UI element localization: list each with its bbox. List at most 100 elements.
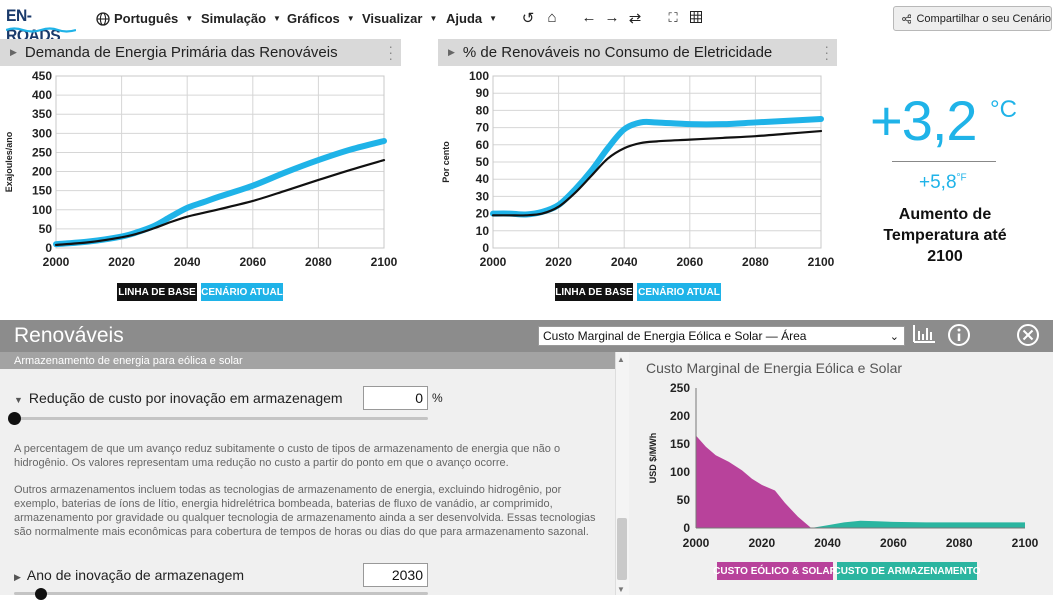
legend-storage-label: CUSTO DE ARMAZENAMENTO	[833, 565, 981, 577]
temperature-divider	[892, 161, 996, 162]
graph2-chart: 0 10 20 30 40 50 60 70 80 90 100 2000 2020 2040 2060 20…	[441, 69, 835, 269]
en-roads-logo[interactable]: EN-ROADS	[6, 6, 76, 45]
temperature-unit: °C	[990, 96, 1017, 123]
close-icon[interactable]	[1016, 323, 1040, 352]
y-tick-label: 350	[32, 107, 52, 121]
expand-triangle-icon[interactable]: ▶	[448, 47, 455, 57]
slider1-description: A percentagem de que um avanço reduz sub…	[14, 443, 561, 469]
menu-graphs[interactable]: Gráficos ▼	[287, 11, 355, 26]
x-tick-label: 2060	[676, 255, 703, 269]
scroll-up-icon[interactable]: ▲	[617, 355, 625, 364]
mini-chart: 0 50 100 150 200 250 2000 2020 2040 2060 2080 2100 U…	[648, 381, 1039, 550]
graph2-header[interactable]: ▶ % de Renováveis no Consumo de Eletrici…	[438, 39, 837, 66]
y-tick-label: 200	[32, 165, 52, 179]
slider2-value-input[interactable]: 2030	[363, 563, 428, 587]
y-tick-label: 70	[476, 121, 490, 135]
plot-frame	[55, 75, 385, 249]
legend-wind-solar-cost: CUSTO EÓLICO & SOLAR	[713, 562, 837, 580]
top-bar: EN-ROADS Português ▼ Simulação ▼ Gráficos ▼…	[0, 0, 1056, 45]
share-button-label: Compartilhar o seu Cenário	[916, 12, 1051, 25]
menu-help-label: Ajuda	[446, 11, 483, 26]
y-tick-label: 50	[39, 222, 53, 236]
slider2-label[interactable]: ▶ Ano de inovação de armazenagem	[14, 567, 244, 583]
menu-view-label: Visualizar	[362, 11, 423, 26]
slider1-label[interactable]: ▼ Redução de custo por inovação em armaze…	[14, 390, 343, 406]
slider2-thumb[interactable]	[35, 588, 47, 600]
y-tick-label: 200	[670, 409, 690, 423]
y-tick-label: 0	[45, 241, 52, 255]
legend-current-label: CENÁRIO ATUAL	[638, 286, 720, 298]
mini-chart-title: Custo Marginal de Energia Eólica e Solar	[646, 360, 903, 376]
x-tick-label: 2000	[683, 536, 710, 550]
x-tick-label: 2060	[239, 255, 266, 269]
forward-arrow-icon[interactable]: →	[604, 9, 620, 26]
chevron-down-icon: ⌄	[889, 331, 899, 343]
x-tick-label: 2040	[174, 255, 201, 269]
x-tick-label: 2080	[946, 536, 973, 550]
globe-icon	[96, 11, 110, 26]
y-tick-label: 150	[32, 184, 52, 198]
legend-baseline-label: LINHA DE BASE	[555, 286, 633, 298]
series-current-line	[490, 116, 824, 218]
slider2-label-text: Ano de inovação de armazenagem	[26, 567, 245, 583]
y-tick-label: 90	[476, 86, 490, 100]
graph1-header[interactable]: ▶ Demanda de Energia Primária das Renová…	[0, 39, 401, 66]
plot-frame	[492, 75, 822, 249]
panel-scroll-thumb[interactable]	[617, 518, 627, 580]
back-arrow-icon[interactable]: ←	[581, 9, 597, 26]
slider1-label-text: Redução de custo por inovação em armazen…	[28, 390, 343, 406]
refresh-icon[interactable]: ⇄	[628, 10, 642, 27]
menu-language-label: Português	[114, 11, 179, 26]
menu-language[interactable]: Português ▼	[96, 11, 193, 26]
x-tick-label: 2080	[742, 255, 769, 269]
home-icon[interactable]: ⌂	[547, 9, 557, 26]
graph-select-dropdown[interactable]: Custo Marginal de Energia Eólica e Solar…	[538, 326, 905, 346]
y-tick-label: 100	[670, 465, 690, 479]
info-icon[interactable]	[947, 323, 971, 352]
expand-triangle-icon[interactable]: ▶	[10, 47, 17, 57]
expand-triangle-icon[interactable]: ▶	[14, 572, 21, 582]
legend-baseline-label: LINHA DE BASE	[118, 286, 196, 298]
x-tick-label: 2040	[814, 536, 841, 550]
share-scenario-button[interactable]: Compartilhar o seu Cenário	[893, 6, 1052, 31]
kebab-menu-icon[interactable]: · · ·	[824, 38, 829, 66]
y-tick-label: 100	[469, 69, 489, 83]
kebab-menu-icon[interactable]: · · ·	[388, 38, 393, 66]
y-axis-label: Exajoules/ano	[4, 131, 14, 192]
share-icon	[902, 13, 912, 24]
menu-simulation[interactable]: Simulação ▼	[201, 11, 281, 26]
legend-wind-solar-label: CUSTO EÓLICO & SOLAR	[713, 565, 837, 577]
menu-help[interactable]: Ajuda ▼	[446, 11, 497, 26]
chevron-down-icon: ▼	[185, 14, 194, 23]
collapse-triangle-icon[interactable]: ▼	[14, 395, 23, 405]
y-tick-label: 50	[677, 493, 691, 507]
slider1-thumb[interactable]	[8, 412, 21, 425]
undo-icon[interactable]: ↺	[521, 10, 535, 27]
x-tick-label: 2040	[611, 255, 638, 269]
menu-view[interactable]: Visualizar ▼	[362, 11, 437, 26]
y-tick-label: 450	[32, 69, 52, 83]
bar-chart-icon[interactable]	[912, 324, 936, 349]
chevron-down-icon: ▼	[489, 14, 498, 23]
slider2-track[interactable]	[14, 592, 428, 595]
y-tick-label: 40	[476, 172, 490, 186]
x-tick-label: 2000	[480, 255, 507, 269]
scroll-down-icon[interactable]: ▼	[617, 585, 625, 594]
y-axis-label: Por cento	[441, 141, 451, 183]
graph1-chart: 0 50 100 150 200 250 300 350 400 450 2000 2020 2040 2…	[4, 69, 398, 269]
y-tick-label: 0	[482, 241, 489, 255]
temperature-fahrenheit: +5,8°F	[919, 172, 967, 194]
graph2-title: % de Renováveis no Consumo de Eletricida…	[462, 44, 773, 61]
x-tick-label: 2060	[880, 536, 907, 550]
legend-baseline: LINHA DE BASE	[555, 283, 633, 301]
y-tick-label: 250	[32, 145, 52, 159]
grid-icon[interactable]	[687, 9, 705, 27]
slider1-track[interactable]	[14, 417, 428, 420]
x-tick-label: 2100	[808, 255, 835, 269]
chevron-down-icon: ▼	[429, 14, 438, 23]
panel-subheader: Armazenamento de energia para eólica e s…	[0, 352, 615, 369]
chevron-down-icon: ▼	[346, 14, 355, 23]
fullscreen-icon[interactable]: ⛶	[668, 10, 678, 25]
x-tick-label: 2000	[43, 255, 70, 269]
slider1-value-input[interactable]: 0	[363, 386, 428, 410]
